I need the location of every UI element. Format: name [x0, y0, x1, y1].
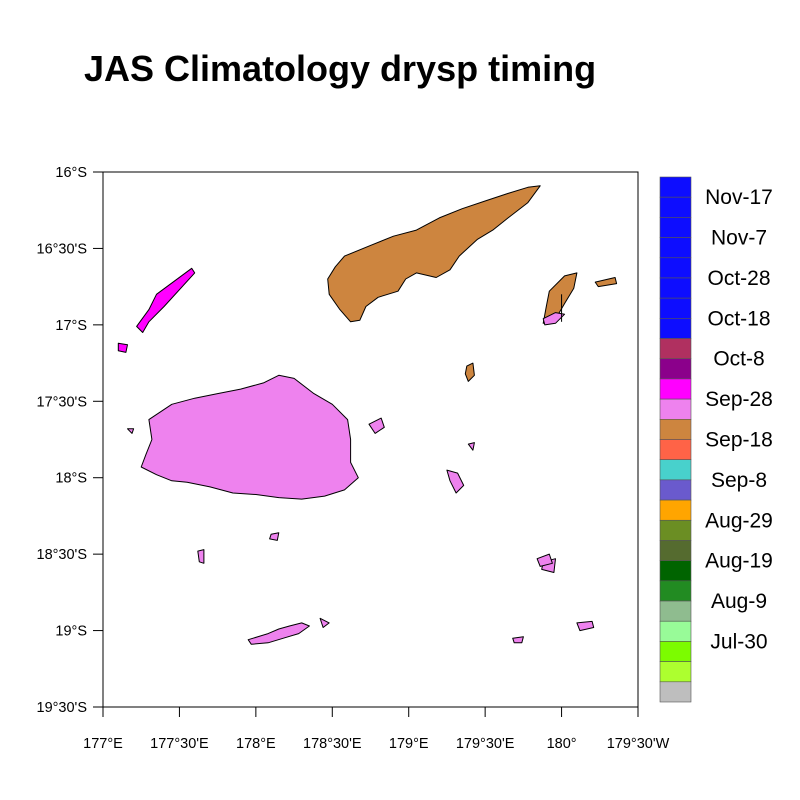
colorbar-label-9: Aug-19: [705, 550, 773, 573]
x-tick-label-2: 178°E: [236, 736, 276, 752]
colorbar-box-23: [659, 641, 692, 662]
colorbar-box-19: [659, 560, 692, 582]
y-tick-label-5: 18°30'S: [37, 547, 88, 563]
y-tick-label-7: 19°30'S: [37, 700, 88, 716]
colorbar-label-8: Aug-29: [705, 509, 773, 532]
island-18: [117, 342, 128, 353]
colorbar-label-11: Jul-30: [710, 630, 767, 653]
y-tick-label-3: 17°30'S: [37, 394, 88, 410]
island-3: [594, 277, 618, 288]
x-tick-label-5: 179°30'E: [456, 736, 515, 752]
colorbar-box-6: [659, 297, 692, 319]
colorbar-label-7: Sep-8: [711, 469, 767, 492]
island-1: [542, 272, 578, 324]
island-0: [327, 185, 541, 323]
colorbar-box-3: [659, 237, 692, 259]
colorbar-box-8: [659, 338, 692, 360]
y-tick-label-6: 19°S: [55, 624, 87, 640]
land-layer: [117, 185, 618, 645]
colorbar-box-10: [659, 378, 692, 400]
y-tick-label-2: 17°S: [55, 318, 87, 334]
island-16: [467, 442, 475, 451]
colorbar-box-25: [659, 681, 692, 703]
y-tick-label-4: 18°S: [55, 471, 87, 487]
colorbar-label-6: Sep-18: [705, 429, 773, 452]
x-tick-label-1: 177°30'E: [150, 736, 209, 752]
island-6: [368, 417, 385, 434]
colorbar-box-0: [659, 176, 692, 198]
colorbar-label-0: Nov-17: [705, 186, 773, 209]
island-5: [140, 374, 359, 500]
colorbar-label-4: Oct-8: [713, 348, 764, 371]
colorbar-box-7: [659, 318, 692, 339]
colorbar-box-12: [659, 419, 692, 440]
colorbar-box-24: [659, 661, 692, 683]
island-14: [512, 636, 524, 644]
colorbar-box-14: [659, 459, 692, 481]
colorbar-box-2: [659, 217, 692, 238]
colorbar-box-18: [659, 540, 692, 561]
chart-title: JAS Climatology drysp timing: [84, 48, 597, 89]
colorbar: Nov-17 Nov-7 Oct-28 Oct-18 Oct-8 Sep-28 Sep-18…: [659, 176, 773, 703]
colorbar-box-4: [659, 257, 692, 279]
colorbar-box-21: [659, 600, 692, 622]
colorbar-box-5: [659, 277, 692, 299]
island-2: [542, 312, 566, 326]
island-19: [127, 428, 135, 434]
x-tick-label-0: 177°E: [83, 736, 123, 752]
colorbar-label-10: Aug-9: [711, 590, 767, 613]
y-tick-label-1: 16°30'S: [37, 241, 88, 257]
colorbar-box-1: [659, 196, 692, 218]
island-10: [269, 532, 280, 541]
colorbar-label-1: Nov-7: [711, 227, 767, 250]
y-axis: 16°S 16°30'S 17°S 17°30'S 18°S 18°30'S 19°S 19°…: [37, 165, 103, 716]
y-tick-label-0: 16°S: [55, 165, 87, 181]
colorbar-label-3: Oct-18: [707, 307, 770, 330]
colorbar-label-2: Oct-28: [707, 267, 770, 290]
x-tick-label-6: 180°: [547, 736, 577, 752]
colorbar-box-9: [659, 358, 692, 380]
x-axis: 177°E 177°30'E 178°E 178°30'E 179°E 179°30'E 1…: [83, 707, 670, 752]
island-15: [576, 620, 595, 632]
x-tick-label-7: 179°30'W: [607, 736, 670, 752]
map-frame: [102, 171, 639, 708]
island-17: [136, 267, 196, 333]
colorbar-box-16: [659, 499, 692, 521]
colorbar-box-11: [659, 398, 692, 420]
island-4: [464, 362, 475, 382]
colorbar-box-22: [659, 620, 692, 642]
x-tick-label-4: 179°E: [389, 736, 429, 752]
island-11: [197, 549, 205, 564]
island-9: [319, 617, 330, 628]
island-13: [536, 553, 553, 567]
island-8: [247, 622, 310, 645]
colorbar-label-5: Sep-28: [705, 388, 773, 411]
x-tick-label-3: 178°30'E: [303, 736, 362, 752]
colorbar-box-17: [659, 519, 692, 541]
colorbar-box-15: [659, 479, 692, 501]
colorbar-box-13: [659, 439, 692, 460]
colorbar-box-20: [659, 580, 692, 602]
island-7: [446, 469, 465, 494]
